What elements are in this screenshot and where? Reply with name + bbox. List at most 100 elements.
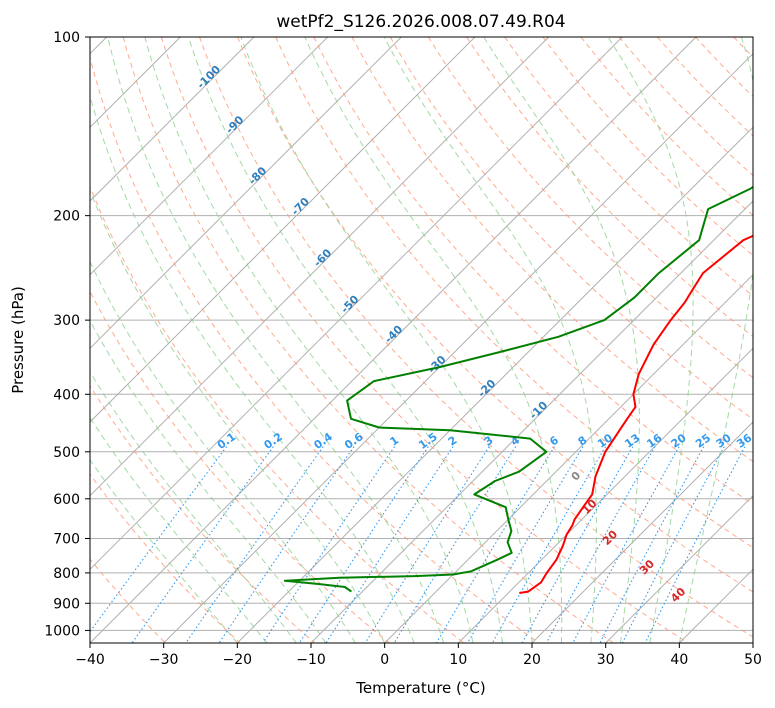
dry-adiabat-line xyxy=(90,290,390,643)
x-tick-label: 50 xyxy=(744,652,762,668)
y-tick-label: 800 xyxy=(53,566,80,582)
mixing-ratio-line xyxy=(491,446,607,643)
isotherm-line xyxy=(90,37,550,497)
mixing-ratio-label: 0.6 xyxy=(342,430,366,452)
moist-adiabat-line xyxy=(90,94,415,643)
x-tick-label: 10 xyxy=(449,652,467,668)
mixing-ratio-line xyxy=(262,446,396,643)
dry-adiabat-label: -50 xyxy=(338,293,361,316)
y-tick-label: 900 xyxy=(53,596,80,612)
mixing-ratio-label: 20 xyxy=(669,431,689,451)
mixing-ratio-label: 1.5 xyxy=(416,430,439,452)
x-tick-label: 40 xyxy=(670,652,688,668)
moist-adiabat-line xyxy=(383,37,597,643)
dry-adiabat-label: -10 xyxy=(527,399,550,422)
isotherm-line xyxy=(90,37,329,276)
mixing-ratio-line xyxy=(599,446,705,643)
y-axis-label: Pressure (hPa) xyxy=(9,286,27,394)
isotherm-line xyxy=(752,642,753,643)
isotherm-line xyxy=(163,52,753,643)
mixing-ratio-line xyxy=(185,446,324,643)
mixing-ratio-label: 30 xyxy=(714,431,734,451)
mixing-ratio-line xyxy=(298,446,429,643)
isotherm-line xyxy=(90,37,476,423)
moist-adiabat-line xyxy=(304,37,563,643)
mixing-ratio-line xyxy=(90,446,228,633)
x-tick-label: 20 xyxy=(523,652,541,668)
y-tick-label: 600 xyxy=(53,492,80,508)
isotherm-line xyxy=(605,494,753,643)
mixing-ratio-line xyxy=(545,446,656,643)
dry-adiabat-label: -60 xyxy=(311,246,334,269)
moist-adiabat-label: 40 xyxy=(668,585,688,605)
mixing-ratio-line xyxy=(131,446,274,643)
isotherm-line xyxy=(678,568,753,643)
x-tick-label: −20 xyxy=(223,652,253,668)
dry-adiabat-label: -30 xyxy=(425,353,448,376)
mixing-ratio-line xyxy=(621,446,725,643)
mixing-ratio-line xyxy=(325,446,454,643)
dry-adiabat-line xyxy=(427,37,753,379)
moist-adiabat-label: 30 xyxy=(637,557,657,577)
dry-adiabat-line xyxy=(90,55,540,643)
dry-adiabat-label: -70 xyxy=(289,195,312,218)
temperature-profile-line xyxy=(519,234,753,594)
y-tick-label: 300 xyxy=(53,313,80,329)
y-tick-label: 700 xyxy=(53,532,80,548)
isotherm-line xyxy=(90,37,255,202)
y-tick-label: 400 xyxy=(53,387,80,403)
dry-adiabat-line xyxy=(90,473,241,643)
mixing-ratio-line xyxy=(218,446,355,643)
mixing-ratio-label: 36 xyxy=(734,431,754,451)
dry-adiabat-line xyxy=(733,37,753,58)
moist-adiabat-line xyxy=(188,37,503,643)
mixing-ratio-line xyxy=(393,446,517,643)
x-tick-label: −10 xyxy=(296,652,326,668)
isotherm-line xyxy=(90,37,402,350)
dry-adiabat-line xyxy=(351,37,753,463)
mixing-ratio-line xyxy=(572,446,680,643)
dry-adiabat-label: -20 xyxy=(475,377,498,400)
dry-adiabat-line xyxy=(657,37,753,137)
dry-adiabat-line xyxy=(122,37,614,643)
series-layer xyxy=(283,185,753,594)
moist-adiabat-line xyxy=(483,37,640,643)
mixing-ratio-label: 0.2 xyxy=(262,430,285,452)
mixing-ratio-label: 6 xyxy=(547,433,561,448)
moist-adiabat-line xyxy=(90,260,356,643)
dry-adiabat-label: -90 xyxy=(223,113,246,136)
mixing-ratio-label: 25 xyxy=(693,431,713,450)
moist-adiabat-label: 20 xyxy=(600,528,620,548)
x-tick-label: −40 xyxy=(75,652,105,668)
plot-frame xyxy=(89,36,754,644)
moist-adiabat-line xyxy=(90,416,268,643)
dry-adiabat-line xyxy=(695,37,753,98)
mixing-ratio-line xyxy=(435,446,555,643)
dry-adiabat-line xyxy=(389,37,753,420)
moist-adiabat-line xyxy=(90,319,327,643)
x-axis-label: Temperature (°C) xyxy=(355,679,485,697)
moist-adiabat-line xyxy=(90,458,238,643)
isotherm-line xyxy=(384,273,753,643)
axis-layer: −40 −30 −20 −10 0 10 20 30 40 5010020030040050060… xyxy=(44,30,762,668)
moist-adiabat-line xyxy=(90,370,297,643)
mixing-ratio-label: 2 xyxy=(446,434,460,449)
mixing-ratio-label: 0.4 xyxy=(311,430,335,452)
dry-adiabat-line xyxy=(466,37,753,338)
dewpoint-profile-line xyxy=(283,185,753,593)
mixing-ratio-line xyxy=(521,446,634,643)
x-tick-label: −30 xyxy=(149,652,179,668)
moist-adiabat-line xyxy=(607,37,694,643)
moist-adiabat-line xyxy=(90,189,386,643)
dry-adiabat-line xyxy=(580,37,753,216)
mixing-ratio-label: 0.1 xyxy=(215,430,238,452)
moist-adiabat-line xyxy=(144,37,474,643)
dry-adiabat-line xyxy=(160,37,689,643)
y-tick-label: 100 xyxy=(53,30,80,46)
dry-adiabat-line xyxy=(90,185,465,643)
dry-adiabat-label: -100 xyxy=(194,63,223,92)
dry-adiabat-line xyxy=(90,384,316,643)
mixing-ratio-line xyxy=(644,446,746,643)
isotherm-line xyxy=(90,37,697,643)
